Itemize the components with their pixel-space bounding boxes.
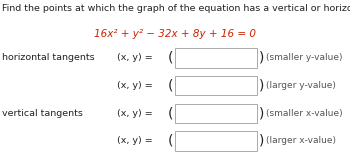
Text: ): ) <box>259 51 264 65</box>
FancyBboxPatch shape <box>175 131 257 151</box>
FancyBboxPatch shape <box>175 48 257 68</box>
Text: (larger y-value): (larger y-value) <box>266 81 336 90</box>
Text: Find the points at which the graph of the equation has a vertical or horizontal : Find the points at which the graph of th… <box>2 4 350 13</box>
Text: (: ( <box>167 51 173 65</box>
Text: (x, y) =: (x, y) = <box>117 81 153 90</box>
Text: (x, y) =: (x, y) = <box>117 109 153 118</box>
Text: (x, y) =: (x, y) = <box>117 136 153 145</box>
Text: horizontal tangents: horizontal tangents <box>2 53 94 62</box>
Text: (smaller x-value): (smaller x-value) <box>266 109 343 118</box>
Text: 16x² + y² − 32x + 8y + 16 = 0: 16x² + y² − 32x + 8y + 16 = 0 <box>94 29 256 39</box>
Text: (: ( <box>167 107 173 120</box>
Text: vertical tangents: vertical tangents <box>2 109 83 118</box>
Text: (larger x-value): (larger x-value) <box>266 136 336 145</box>
FancyBboxPatch shape <box>175 76 257 95</box>
Text: ): ) <box>259 78 264 92</box>
Text: (: ( <box>167 134 173 148</box>
Text: (smaller y-value): (smaller y-value) <box>266 53 343 62</box>
Text: ): ) <box>259 107 264 120</box>
Text: (x, y) =: (x, y) = <box>117 53 153 62</box>
Text: ): ) <box>259 134 264 148</box>
FancyBboxPatch shape <box>175 104 257 123</box>
Text: (: ( <box>167 78 173 92</box>
